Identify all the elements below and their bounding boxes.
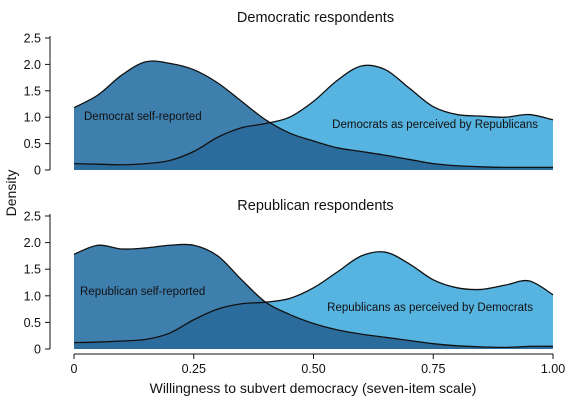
y-tick-label: 1.5 (24, 263, 41, 277)
x-axis-title: Willingness to subvert democracy (seven-… (150, 380, 477, 396)
area-perceived (74, 65, 553, 170)
line-self-reported (73, 243, 554, 349)
panel-democratic: Democratic respondents 0 0.5 1.0 1.5 2.0 2.5 De… (24, 10, 554, 178)
panel-title: Democratic respondents (237, 10, 394, 26)
series-label-perceived: Republicans as perceived by Democrats (327, 302, 533, 314)
y-tick-label: 0.5 (24, 137, 41, 151)
area-self-reported (74, 60, 553, 170)
y-tick-label: 2.5 (24, 210, 41, 224)
line-self-reported (73, 60, 553, 169)
y-tick-label: 1.0 (24, 111, 41, 125)
y-tick-label: 1.0 (24, 289, 41, 303)
y-tick-label: 2.0 (24, 58, 41, 72)
x-tick-label: 0.25 (182, 362, 206, 376)
y-tick-label: 2.5 (24, 32, 41, 46)
line-perceived (73, 251, 554, 344)
series-label-self: Democrat self-reported (84, 111, 202, 123)
y-tick-label: 0.5 (24, 316, 41, 330)
y-tick-label: 2.0 (24, 236, 41, 250)
y-tick-label: 0 (34, 343, 41, 357)
panel-title: Republican respondents (237, 198, 393, 214)
series-label-perceived: Democrats as perceived by Republicans (332, 119, 538, 131)
panel-republican: Republican respondents 0 0.5 1.0 1.5 2.0 2.5 0 0… (24, 198, 566, 376)
x-tick-label: 0.75 (421, 362, 445, 376)
series-label-self: Republican self-reported (80, 286, 205, 298)
y-tick-label: 0 (34, 164, 41, 178)
y-tick-label: 1.5 (24, 84, 41, 98)
x-tick-label: 0 (71, 362, 78, 376)
x-tick-label: 0.50 (301, 362, 325, 376)
x-tick-label: 1.00 (541, 362, 565, 376)
y-axis-title: Density (3, 170, 19, 217)
line-perceived (73, 64, 554, 166)
